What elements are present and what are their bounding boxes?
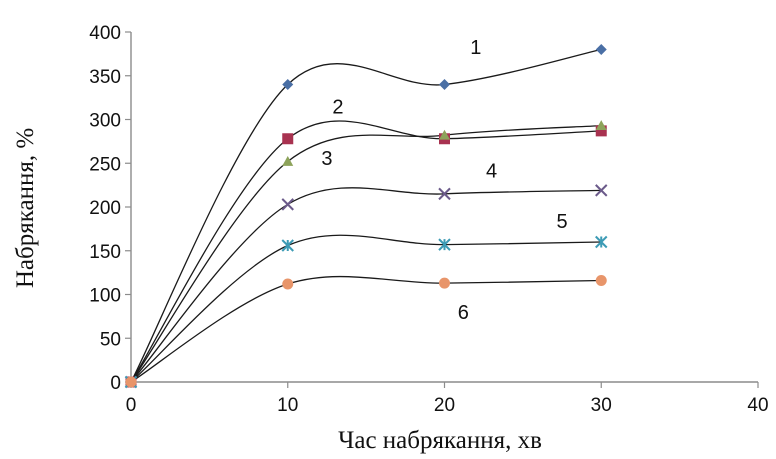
data-point-series-6 [282, 278, 294, 290]
data-point-series-2 [282, 133, 294, 145]
y-axis-title: Набрякання, % [12, 128, 39, 288]
data-point-series-4 [281, 198, 294, 211]
data-point-series-6 [595, 275, 607, 286]
data-point-series-4 [595, 184, 608, 197]
series-line-5 [130, 234, 602, 383]
data-point-series-1 [439, 79, 450, 90]
y-tick-label: 0 [110, 373, 121, 394]
series-line-6 [130, 275, 602, 383]
y-tick-label: 400 [89, 23, 121, 44]
data-point-series-2 [595, 125, 607, 137]
y-tick-label: 150 [89, 242, 121, 263]
series-label-3: 3 [321, 148, 332, 170]
series-line-2 [130, 120, 602, 383]
data-point-series-5 [595, 235, 608, 249]
y-tick-label: 350 [89, 67, 121, 88]
x-tick-label: 10 [277, 395, 298, 416]
data-point-series-5 [438, 238, 451, 251]
series-line-4 [130, 187, 602, 383]
data-point-series-6 [439, 277, 450, 289]
y-tick-label: 300 [89, 111, 121, 132]
series-label-5: 5 [557, 211, 568, 233]
series-line-3 [130, 124, 602, 383]
x-tick-label: 40 [747, 395, 768, 416]
data-point-series-3 [595, 120, 607, 131]
axes: 0 50 100 150 200 250 300 350 400 0 10 20 30 40 [89, 23, 768, 416]
series-line-1 [130, 48, 602, 383]
data-point-series-4 [438, 187, 451, 201]
series-curves [130, 48, 602, 383]
y-tick-label: 250 [89, 154, 121, 175]
series-label-1: 1 [470, 37, 481, 59]
data-point-series-6 [125, 376, 137, 388]
series-labels: 1 2 3 4 5 6 [321, 37, 567, 324]
series-label-6: 6 [458, 302, 469, 324]
series-label-2: 2 [332, 96, 343, 118]
series-label-4: 4 [486, 160, 497, 182]
x-axis-title: Час набрякання, хв [338, 427, 542, 454]
series-markers [124, 44, 608, 389]
x-tick-label: 20 [434, 395, 455, 416]
y-tick-label: 100 [89, 286, 121, 307]
y-tick-label: 200 [89, 198, 121, 219]
x-tick-label: 30 [591, 395, 612, 416]
data-point-series-1 [282, 79, 294, 90]
data-point-series-3 [439, 129, 450, 140]
data-point-series-5 [281, 239, 294, 252]
data-point-series-3 [282, 156, 294, 166]
data-point-series-1 [595, 44, 607, 55]
x-tick-label: 0 [126, 395, 137, 416]
y-tick-label: 50 [100, 329, 121, 350]
